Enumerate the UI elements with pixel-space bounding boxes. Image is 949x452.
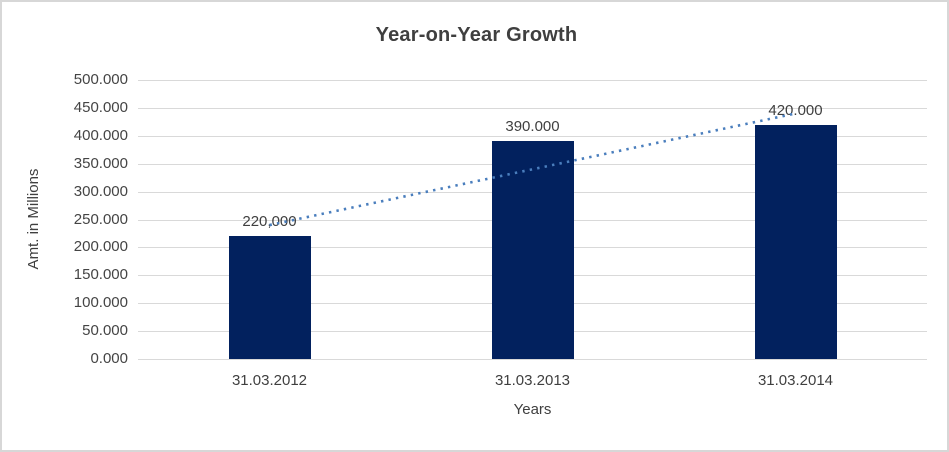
y-tick-label: 150.000 — [73, 266, 128, 284]
y-tick-label: 100.000 — [73, 294, 128, 312]
gridline — [138, 107, 927, 109]
x-tick-label: 31.03.2013 — [494, 372, 571, 389]
y-tick-label: 50.000 — [82, 322, 128, 340]
bar-value-label: 220,000 — [242, 213, 297, 231]
y-tick-label: 300.000 — [73, 182, 128, 200]
chart-title: Year-on-Year Growth — [375, 24, 578, 46]
bar — [228, 236, 311, 359]
bar — [491, 141, 574, 359]
y-axis-title: Amt. in Millions — [25, 168, 42, 270]
y-tick-label: 400.000 — [73, 126, 128, 144]
x-axis-title: Years — [513, 401, 552, 418]
y-tick-label: 350.000 — [73, 154, 128, 172]
bar-value-label: 420.000 — [768, 101, 823, 119]
x-tick-label: 31.03.2012 — [231, 372, 308, 389]
y-tick-label: 500.000 — [73, 71, 128, 88]
gridline — [138, 80, 927, 81]
y-tick-label: 0.000 — [90, 350, 128, 367]
x-tick-label: 31.03.2014 — [757, 372, 834, 389]
gridline — [138, 359, 927, 360]
bar — [754, 124, 837, 359]
y-tick-label: 250.000 — [73, 210, 128, 228]
y-tick-label: 200.000 — [73, 238, 128, 256]
bar-value-label: 390.000 — [505, 118, 560, 136]
y-tick-label: 450.000 — [73, 98, 128, 116]
